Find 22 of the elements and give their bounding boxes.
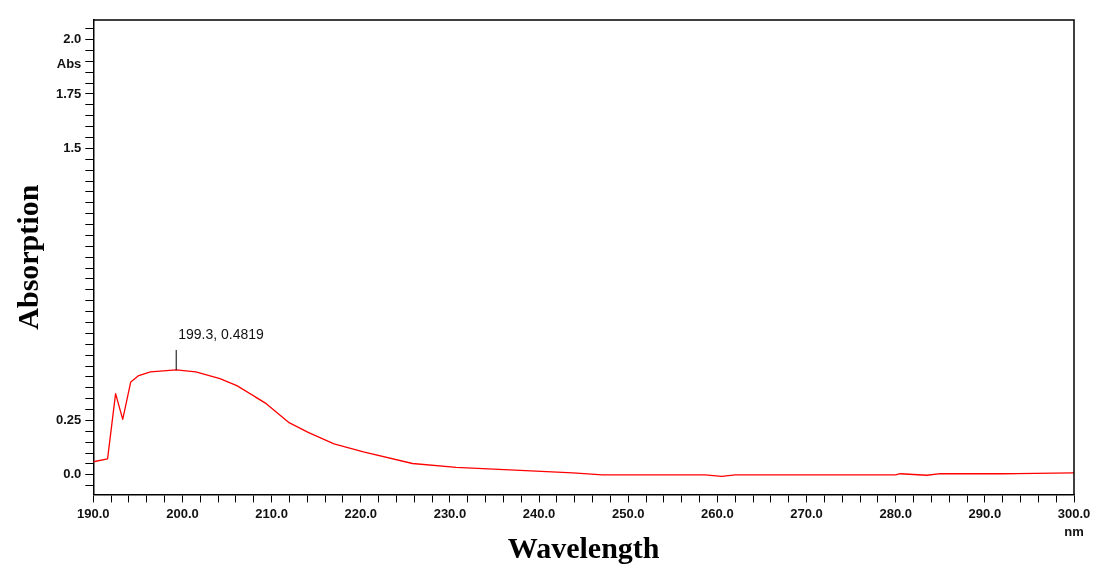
x-tick-label: 210.0 [255,505,288,521]
x-tick-label: 230.0 [433,505,467,521]
y-tick-label: 0.25 [55,411,82,427]
x-tick-label: 280.0 [879,505,912,521]
x-tick-label: 190.0 [77,505,110,521]
y-axis-title: Absorption [10,184,44,330]
x-tick-label: 260.0 [701,505,734,521]
y-tick-label: 0.0 [63,466,82,482]
x-tick-label: 290.0 [968,505,1002,521]
x-tick-label: 250.0 [611,505,645,521]
x-tick-label: 240.0 [522,505,556,521]
x-tick-label: 300.0 [1057,505,1091,521]
annotation: 199.3, 0.4819 [178,325,265,342]
text: nm [1064,524,1084,540]
y-tick-label: 1.75 [55,85,82,101]
x-tick-label: 200.0 [166,505,199,521]
y-tick-label: 2.0 [63,31,82,47]
x-tick-label: 220.0 [344,505,378,521]
x-axis-title: Wavelength [507,530,660,564]
y-tick-label: 1.5 [63,139,82,155]
x-tick-label: 270.0 [790,505,823,521]
text: Abs [56,56,82,72]
